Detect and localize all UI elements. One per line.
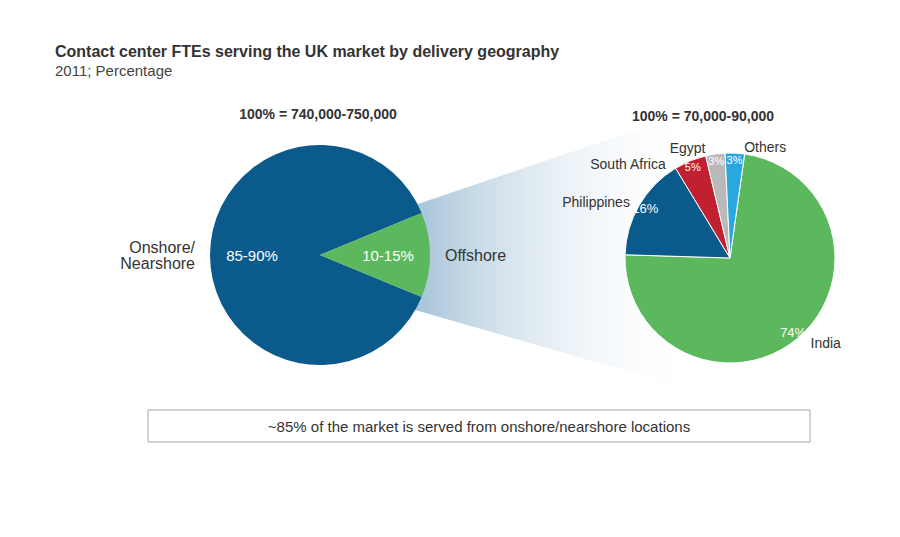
svg-text:16%: 16% <box>632 201 658 216</box>
svg-text:100% = 740,000-750,000: 100% = 740,000-750,000 <box>239 106 397 122</box>
svg-text:5%: 5% <box>685 161 701 173</box>
svg-text:South Africa: South Africa <box>590 156 666 172</box>
svg-text:3%: 3% <box>708 155 724 167</box>
svg-text:85-90%: 85-90% <box>226 247 278 264</box>
svg-text:10-15%: 10-15% <box>362 247 414 264</box>
svg-text:74%: 74% <box>780 325 806 340</box>
svg-text:Egypt: Egypt <box>670 140 706 156</box>
svg-text:Offshore: Offshore <box>445 247 506 264</box>
svg-text:Onshore/: Onshore/ <box>129 239 195 256</box>
svg-text:100% = 70,000-90,000: 100% = 70,000-90,000 <box>632 108 774 124</box>
svg-text:3%: 3% <box>727 154 743 166</box>
svg-text:2011; Percentage: 2011; Percentage <box>55 62 172 79</box>
svg-text:India: India <box>811 335 842 351</box>
svg-text:~85% of the market is served f: ~85% of the market is served from onshor… <box>268 418 690 435</box>
svg-text:Others: Others <box>744 139 786 155</box>
svg-text:Contact center FTEs serving th: Contact center FTEs serving the UK marke… <box>55 43 559 60</box>
svg-text:Philippines: Philippines <box>562 194 630 210</box>
svg-text:Nearshore: Nearshore <box>120 255 195 272</box>
